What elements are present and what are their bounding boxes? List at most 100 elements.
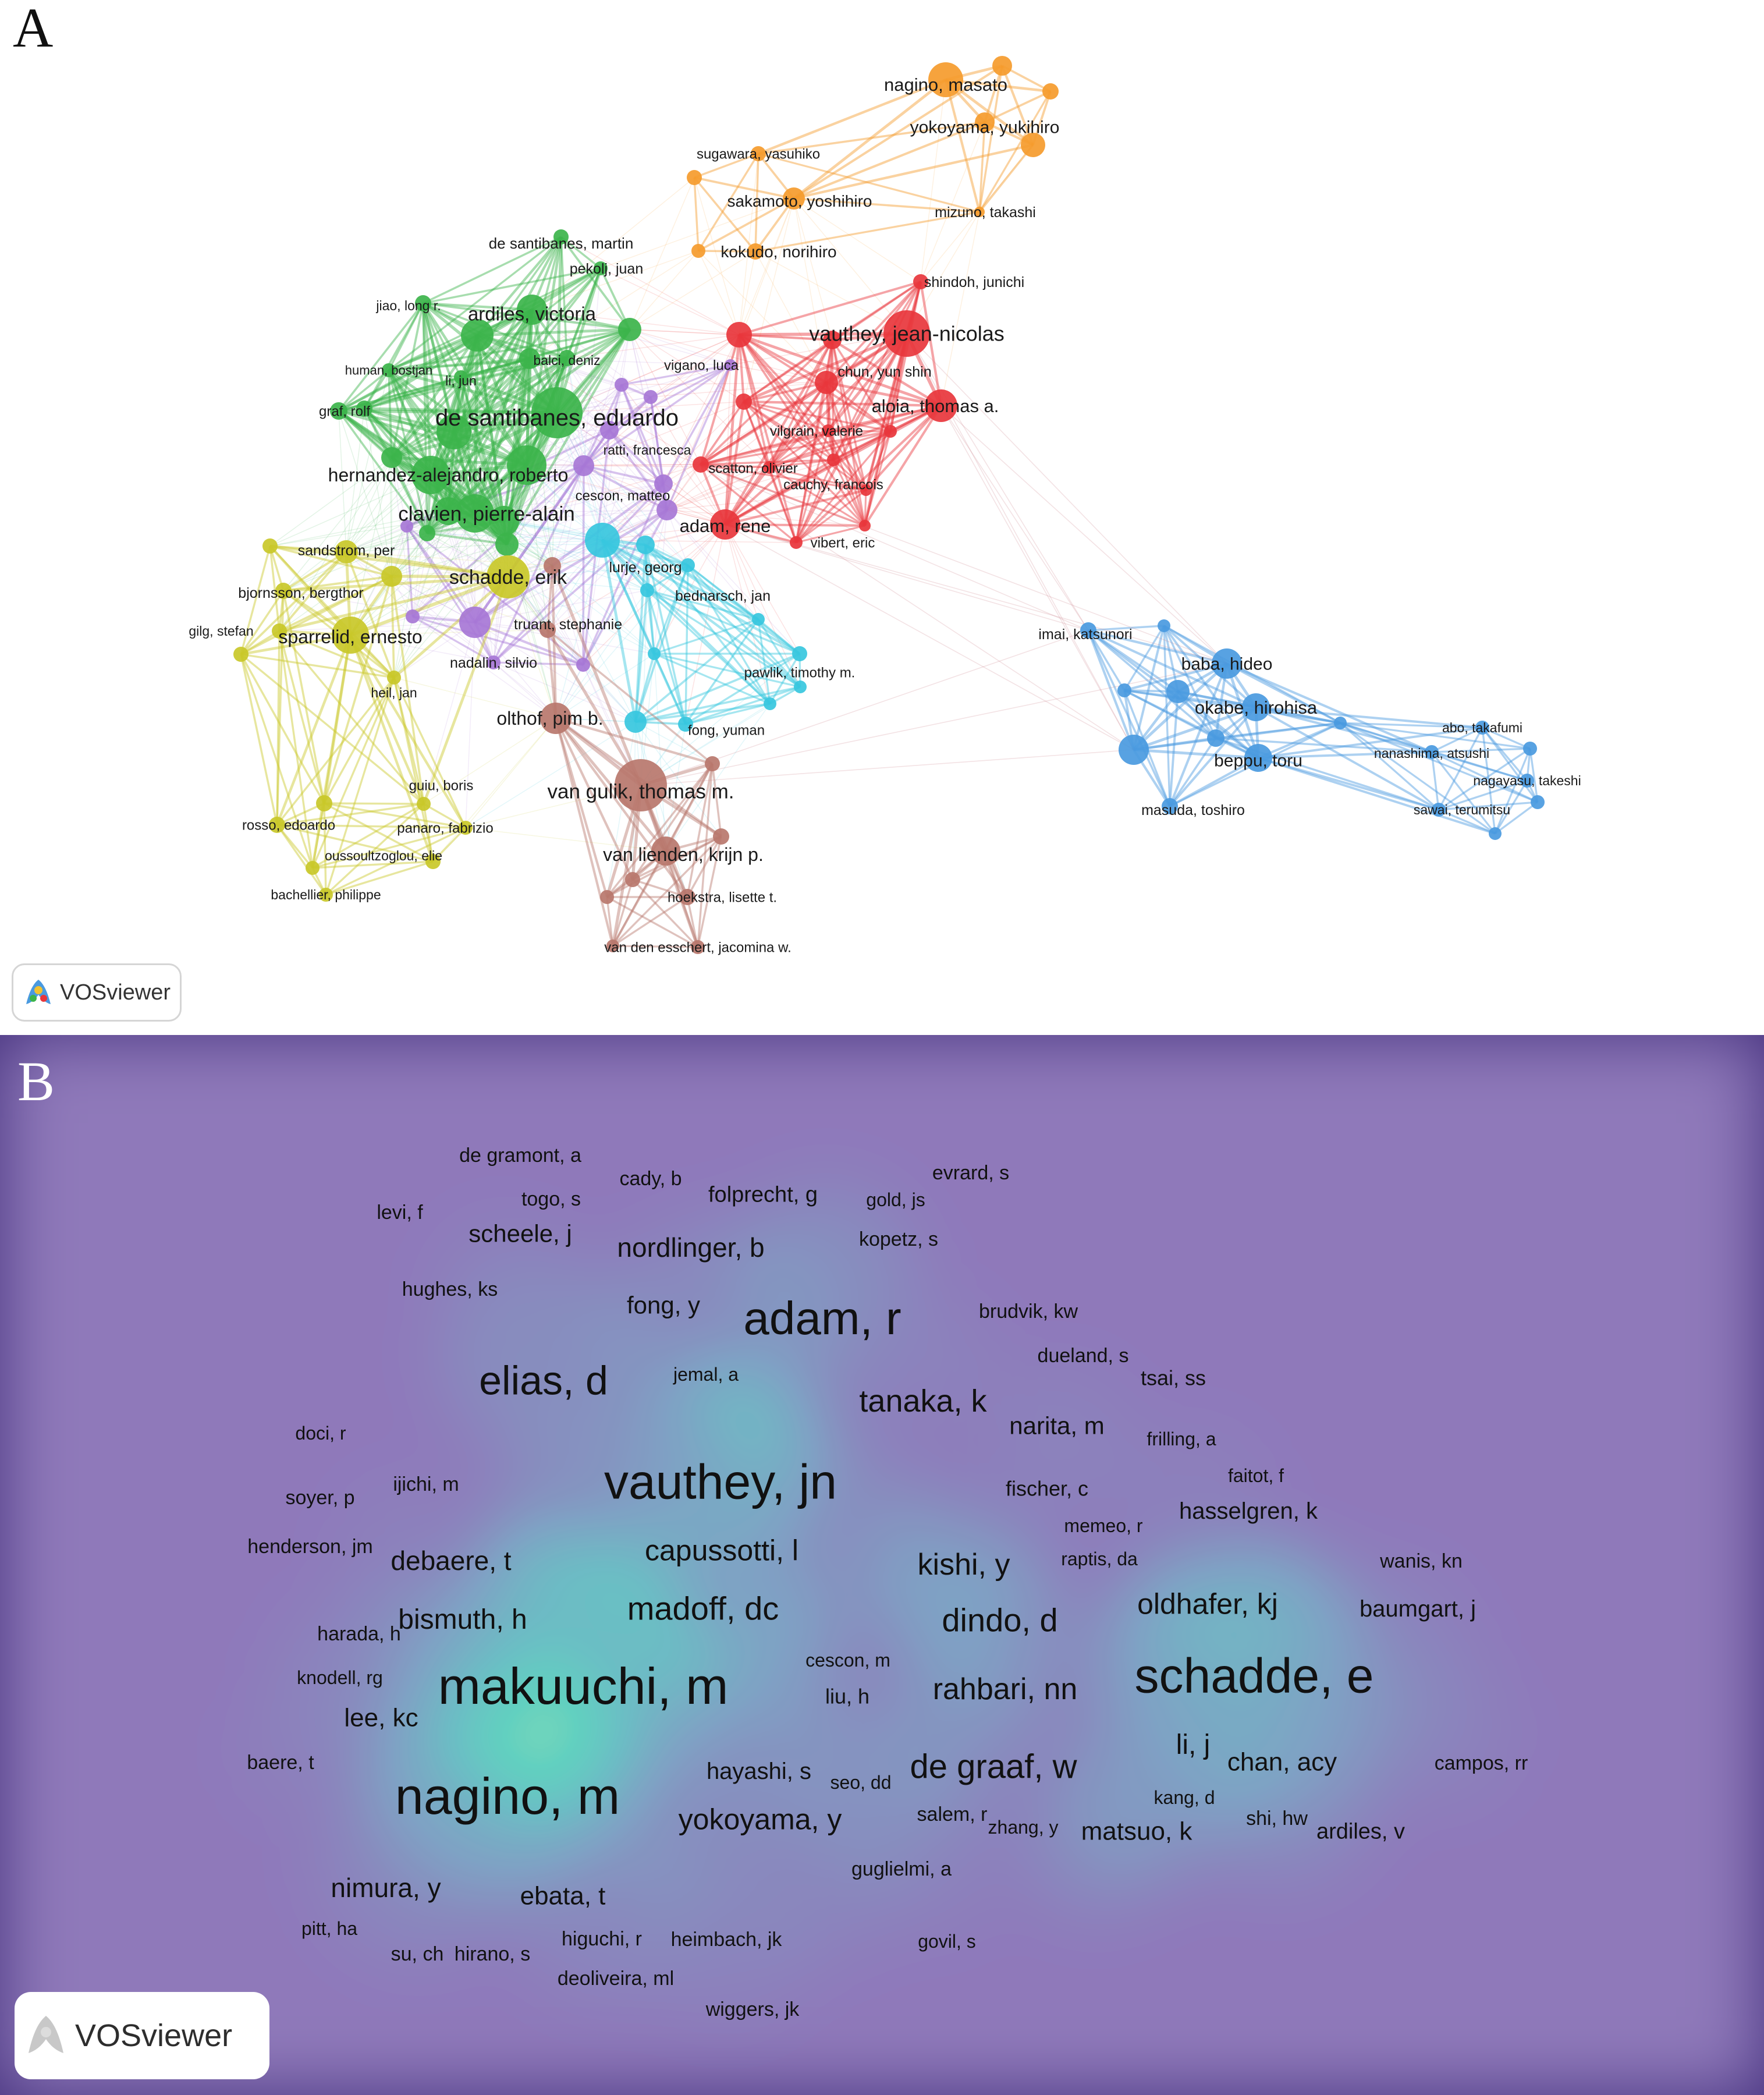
node-aloia-thomas-a[interactable] — [925, 389, 957, 422]
density-label[interactable]: ijichi, m — [393, 1473, 459, 1495]
node-kokudo-norihiro[interactable] — [747, 243, 764, 260]
density-label[interactable]: dindo, d — [942, 1602, 1057, 1639]
density-label[interactable]: tanaka, k — [859, 1384, 987, 1419]
density-label[interactable]: ebata, t — [520, 1881, 606, 1910]
density-label[interactable]: cady, b — [619, 1168, 682, 1190]
node[interactable] — [624, 711, 647, 733]
node-nagayasu-takeshi[interactable] — [1520, 774, 1534, 788]
node-mizuno-takashi[interactable] — [974, 207, 985, 217]
network-map[interactable]: nagino, masato yokoyama, yukihiro sugawara… — [0, 0, 1764, 1035]
density-label[interactable]: gold, js — [866, 1189, 925, 1210]
density-label[interactable]: deoliveira, ml — [558, 1968, 674, 1990]
density-label[interactable]: campos, rr — [1435, 1752, 1528, 1774]
density-label[interactable]: fischer, c — [1006, 1477, 1088, 1501]
node[interactable] — [763, 461, 776, 474]
density-label[interactable]: rahbari, nn — [933, 1672, 1078, 1706]
node[interactable] — [573, 455, 594, 476]
density-label[interactable]: knodell, rg — [297, 1667, 383, 1688]
node[interactable] — [1119, 735, 1149, 765]
density-label[interactable]: oldhafer, kj — [1137, 1588, 1278, 1621]
node-abo-takafumi[interactable] — [1475, 721, 1489, 735]
density-label[interactable]: su, ch — [391, 1943, 444, 1965]
node-van-lienden-krijn-p[interactable] — [651, 836, 680, 866]
node[interactable] — [1523, 742, 1537, 756]
node[interactable] — [507, 445, 546, 485]
density-label[interactable]: ardiles, v — [1316, 1819, 1405, 1844]
density-label[interactable]: togo, s — [521, 1188, 581, 1210]
node[interactable] — [519, 348, 540, 369]
density-label[interactable]: memeo, r — [1064, 1515, 1142, 1536]
node[interactable] — [815, 371, 838, 394]
node-oussoultzoglou-elie[interactable] — [425, 854, 441, 869]
node[interactable] — [434, 497, 462, 525]
density-label[interactable]: heimbach, jk — [671, 1929, 783, 1951]
node[interactable] — [618, 318, 641, 341]
node[interactable] — [1166, 680, 1190, 703]
density-label[interactable]: jemal, a — [673, 1364, 739, 1385]
node-fong-yuman[interactable] — [678, 717, 693, 732]
node-sugawara-yasuhiko[interactable] — [751, 146, 766, 161]
node-ratti-francesca[interactable] — [600, 421, 619, 439]
node[interactable] — [640, 583, 654, 597]
node[interactable] — [576, 658, 590, 672]
node-pawlik-timothy-m[interactable] — [792, 646, 807, 661]
density-label[interactable]: yokoyama, y — [679, 1803, 842, 1836]
density-label[interactable]: hasselgren, k — [1179, 1498, 1318, 1524]
density-label[interactable]: schadde, e — [1135, 1648, 1374, 1703]
node-hoekstra-lisette-t[interactable] — [679, 889, 695, 905]
node[interactable] — [644, 390, 658, 404]
density-label[interactable]: faitot, f — [1228, 1465, 1284, 1486]
node[interactable] — [1334, 717, 1347, 729]
node[interactable] — [262, 538, 278, 554]
density-label[interactable]: evrard, s — [932, 1162, 1009, 1184]
node-sakamoto-yoshihiro[interactable] — [783, 187, 805, 210]
node-nanashima-atsushi[interactable] — [1425, 745, 1439, 759]
density-label[interactable]: hayashi, s — [707, 1759, 811, 1784]
node-clavien-pierre-alain[interactable] — [456, 494, 494, 533]
node-gilg-stefan[interactable] — [272, 623, 287, 639]
node-nadalin-silvio[interactable] — [487, 655, 501, 669]
node[interactable] — [713, 828, 729, 845]
density-label[interactable]: soyer, p — [285, 1487, 354, 1509]
node[interactable] — [1531, 795, 1545, 809]
node-de-santibanes-martin[interactable] — [553, 229, 569, 244]
node[interactable] — [356, 400, 372, 417]
node[interactable] — [316, 795, 332, 811]
node[interactable] — [1158, 619, 1170, 632]
density-label[interactable]: pitt, ha — [301, 1918, 357, 1939]
node-li-jun[interactable] — [454, 370, 468, 384]
node[interactable] — [233, 647, 249, 662]
density-label[interactable]: salem, r — [917, 1803, 988, 1825]
density-label[interactable]: hirano, s — [455, 1943, 530, 1965]
density-label[interactable]: de gramont, a — [459, 1144, 581, 1167]
node[interactable] — [544, 557, 561, 575]
node-van-den-esschert-jacomina-w[interactable] — [691, 940, 705, 954]
density-label[interactable]: brudvik, kw — [979, 1300, 1078, 1323]
node-cauchy-francois[interactable] — [827, 453, 840, 466]
node-panaro-fabrizio[interactable] — [459, 821, 473, 835]
node[interactable] — [436, 414, 471, 449]
density-label[interactable]: seo, dd — [830, 1772, 892, 1793]
density-label[interactable]: frilling, a — [1147, 1428, 1216, 1449]
node-human-bostjan[interactable] — [382, 363, 396, 377]
node[interactable] — [736, 394, 752, 410]
node[interactable] — [419, 525, 435, 541]
node[interactable] — [648, 647, 661, 660]
node[interactable] — [1042, 83, 1059, 100]
node[interactable] — [615, 378, 629, 392]
density-label[interactable]: guglielmi, a — [851, 1858, 952, 1880]
node-bednarsch-jan[interactable] — [681, 558, 695, 572]
node[interactable] — [691, 244, 705, 258]
node[interactable] — [1207, 729, 1224, 747]
density-label[interactable]: nordlinger, b — [617, 1232, 764, 1263]
node-beppu-toru[interactable] — [1244, 744, 1272, 772]
density-label[interactable]: fong, y — [627, 1292, 700, 1319]
density-label[interactable]: nimura, y — [331, 1873, 441, 1903]
density-label[interactable]: scheele, j — [468, 1220, 572, 1247]
density-label[interactable]: shi, hw — [1246, 1807, 1308, 1830]
node[interactable] — [1117, 683, 1131, 697]
density-label[interactable]: baumgart, j — [1360, 1596, 1476, 1622]
node[interactable] — [764, 697, 776, 710]
node-shindoh-junichi[interactable] — [913, 274, 928, 289]
density-label[interactable]: chan, acy — [1227, 1747, 1337, 1776]
